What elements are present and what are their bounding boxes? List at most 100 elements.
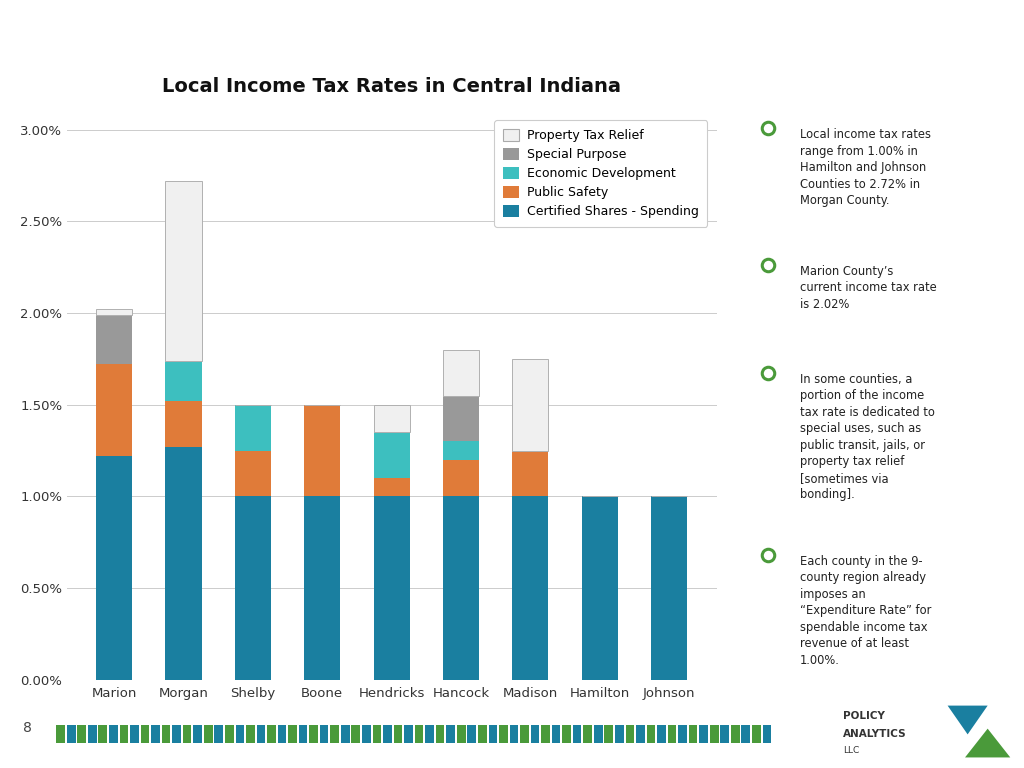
Bar (443, 396, 479, 442)
FancyBboxPatch shape (572, 725, 582, 743)
Bar (234, 405, 271, 451)
Bar (443, 496, 479, 680)
Polygon shape (965, 729, 1011, 757)
FancyBboxPatch shape (626, 725, 634, 743)
Bar (96, 315, 132, 364)
Bar (96, 456, 132, 680)
FancyBboxPatch shape (584, 725, 592, 743)
FancyBboxPatch shape (710, 725, 719, 743)
Bar (166, 447, 202, 680)
FancyBboxPatch shape (488, 725, 498, 743)
FancyBboxPatch shape (457, 725, 466, 743)
FancyBboxPatch shape (594, 725, 602, 743)
FancyBboxPatch shape (246, 725, 255, 743)
FancyBboxPatch shape (194, 725, 202, 743)
FancyBboxPatch shape (278, 725, 287, 743)
Bar (234, 451, 271, 496)
FancyBboxPatch shape (731, 725, 739, 743)
FancyBboxPatch shape (236, 725, 244, 743)
Bar (443, 442, 479, 460)
FancyBboxPatch shape (120, 725, 128, 743)
FancyBboxPatch shape (530, 725, 540, 743)
FancyBboxPatch shape (162, 725, 170, 743)
FancyBboxPatch shape (668, 725, 677, 743)
Bar (582, 496, 617, 680)
FancyBboxPatch shape (331, 725, 339, 743)
FancyBboxPatch shape (520, 725, 528, 743)
FancyBboxPatch shape (510, 725, 518, 743)
FancyBboxPatch shape (140, 725, 150, 743)
Text: 8: 8 (23, 720, 32, 734)
FancyBboxPatch shape (741, 725, 751, 743)
FancyBboxPatch shape (341, 725, 349, 743)
FancyBboxPatch shape (373, 725, 381, 743)
FancyBboxPatch shape (88, 725, 96, 743)
FancyBboxPatch shape (98, 725, 108, 743)
FancyBboxPatch shape (763, 725, 771, 743)
FancyBboxPatch shape (383, 725, 392, 743)
Bar (512, 496, 549, 680)
FancyBboxPatch shape (499, 725, 508, 743)
Bar (166, 401, 202, 447)
FancyBboxPatch shape (267, 725, 275, 743)
Bar (374, 478, 410, 496)
FancyBboxPatch shape (467, 725, 476, 743)
Bar (512, 359, 549, 451)
Bar (374, 496, 410, 680)
Polygon shape (947, 706, 987, 734)
FancyBboxPatch shape (152, 725, 160, 743)
Bar (234, 496, 271, 680)
FancyBboxPatch shape (446, 725, 455, 743)
Text: LLC: LLC (843, 746, 859, 755)
FancyBboxPatch shape (436, 725, 444, 743)
Bar (512, 451, 549, 496)
FancyBboxPatch shape (288, 725, 297, 743)
FancyBboxPatch shape (67, 725, 76, 743)
FancyBboxPatch shape (362, 725, 371, 743)
FancyBboxPatch shape (56, 725, 65, 743)
FancyBboxPatch shape (183, 725, 191, 743)
Title: Local Income Tax Rates in Central Indiana: Local Income Tax Rates in Central Indian… (162, 77, 622, 96)
FancyBboxPatch shape (552, 725, 560, 743)
FancyBboxPatch shape (542, 725, 550, 743)
FancyBboxPatch shape (657, 725, 666, 743)
FancyBboxPatch shape (615, 725, 624, 743)
Bar (96, 310, 132, 315)
FancyBboxPatch shape (309, 725, 317, 743)
Bar (96, 364, 132, 456)
FancyBboxPatch shape (415, 725, 423, 743)
Bar (443, 460, 479, 496)
Bar (651, 496, 687, 680)
FancyBboxPatch shape (646, 725, 655, 743)
FancyBboxPatch shape (204, 725, 213, 743)
FancyBboxPatch shape (699, 725, 708, 743)
FancyBboxPatch shape (636, 725, 645, 743)
Bar (374, 432, 410, 478)
FancyBboxPatch shape (404, 725, 413, 743)
FancyBboxPatch shape (257, 725, 265, 743)
FancyBboxPatch shape (721, 725, 729, 743)
FancyBboxPatch shape (393, 725, 402, 743)
Bar (304, 405, 340, 496)
FancyBboxPatch shape (225, 725, 233, 743)
Bar (304, 496, 340, 680)
FancyBboxPatch shape (604, 725, 613, 743)
Text: Marion County’s
current income tax rate
is 2.02%: Marion County’s current income tax rate … (800, 265, 936, 311)
FancyBboxPatch shape (319, 725, 329, 743)
FancyBboxPatch shape (562, 725, 571, 743)
FancyBboxPatch shape (478, 725, 486, 743)
Text: ANALYTICS: ANALYTICS (843, 729, 907, 739)
Bar (443, 349, 479, 396)
Legend: Property Tax Relief, Special Purpose, Economic Development, Public Safety, Certi: Property Tax Relief, Special Purpose, Ec… (495, 121, 708, 227)
FancyBboxPatch shape (351, 725, 360, 743)
FancyBboxPatch shape (752, 725, 761, 743)
Text: In some counties, a
portion of the income
tax rate is dedicated to
special uses,: In some counties, a portion of the incom… (800, 372, 935, 502)
FancyBboxPatch shape (172, 725, 181, 743)
Bar (166, 361, 202, 401)
Text: Each county in the 9-
county region already
imposes an
“Expenditure Rate” for
sp: Each county in the 9- county region alre… (800, 554, 931, 667)
Text: LOCAL INCOME TAX RATES: LOCAL INCOME TAX RATES (23, 31, 433, 58)
Bar (374, 405, 410, 432)
Text: Local income tax rates
range from 1.00% in
Hamilton and Johnson
Counties to 2.72: Local income tax rates range from 1.00% … (800, 128, 931, 207)
FancyBboxPatch shape (78, 725, 86, 743)
FancyBboxPatch shape (678, 725, 687, 743)
